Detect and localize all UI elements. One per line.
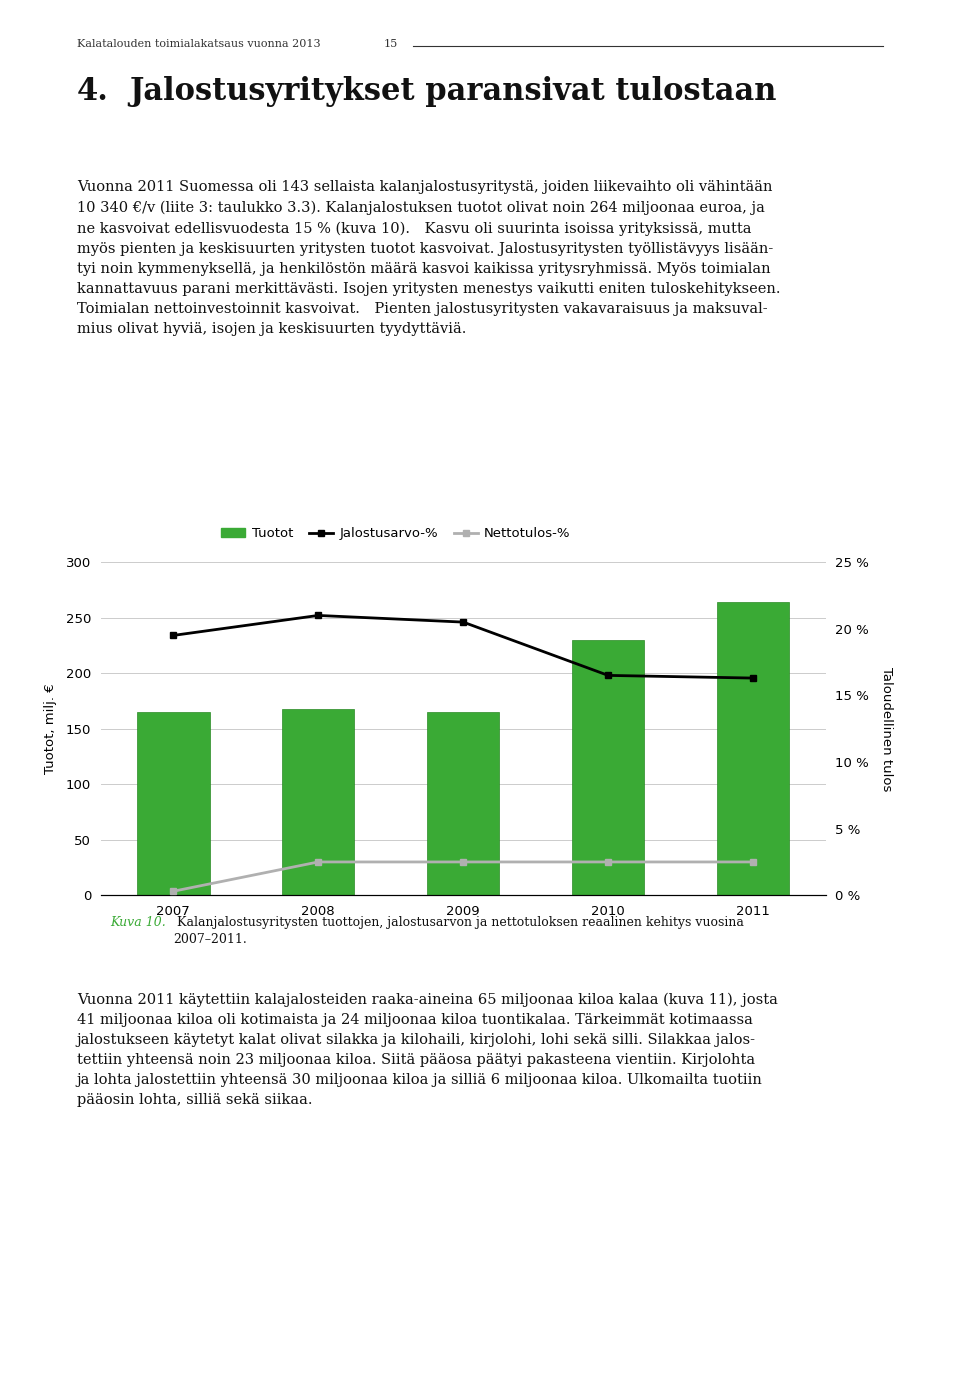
Text: Kalanjalostusyritysten tuottojen, jalostusarvon ja nettotuloksen reaalinen kehit: Kalanjalostusyritysten tuottojen, jalost… [173,916,744,947]
Bar [572,640,644,895]
Text: Kuva 10.: Kuva 10. [110,916,166,929]
Legend: Tuotot, Jalostusarvo-%, Nettotulos-%: Tuotot, Jalostusarvo-%, Nettotulos-% [216,522,576,545]
Y-axis label: Taloudellinen tulos: Taloudellinen tulos [880,666,894,791]
Text: 4.: 4. [77,76,108,107]
Y-axis label: Tuotot, milj. €: Tuotot, milj. € [44,683,58,775]
Bar [137,712,209,895]
Text: Vuonna 2011 käytettiin kalajalosteiden raaka-aineina 65 miljoonaa kiloa kalaa (k: Vuonna 2011 käytettiin kalajalosteiden r… [77,992,778,1108]
Bar [717,602,789,895]
Text: Kalatalouden toimialakatsaus vuonna 2013: Kalatalouden toimialakatsaus vuonna 2013 [77,39,321,49]
Text: 15: 15 [384,39,398,49]
Text: Vuonna 2011 Suomessa oli 143 sellaista kalanjalostusyritystä, joiden liikevaihto: Vuonna 2011 Suomessa oli 143 sellaista k… [77,180,780,336]
Bar [427,712,499,895]
Bar [282,709,354,895]
Text: Jalostusyritykset paransivat tulostaan: Jalostusyritykset paransivat tulostaan [130,76,777,107]
